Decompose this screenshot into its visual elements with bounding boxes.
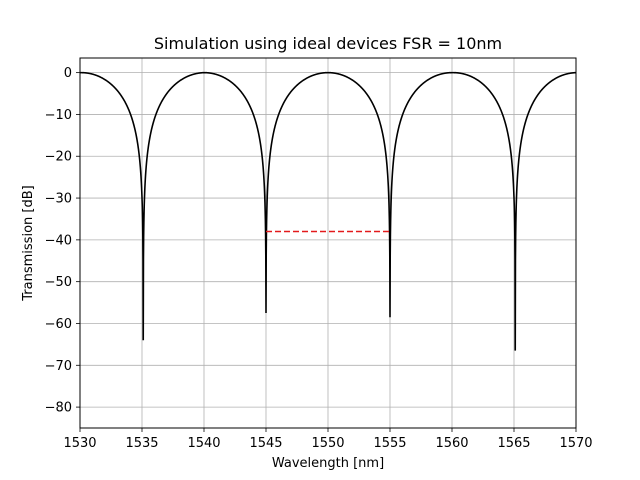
chart-title: Simulation using ideal devices FSR = 10n… [154,34,502,53]
y-tick-label: −50 [45,275,72,290]
grid [79,58,577,428]
x-axis: 1530 1535 1540 1545 1550 1555 1560 1565 1570 [63,428,593,451]
y-tick-label: 0 [64,66,72,81]
x-axis-label: Wavelength [nm] [272,456,384,471]
plot-area [80,71,577,351]
y-axis: 0 −10 −20 −30 −40 −50 −60 −70 −80 [45,66,80,416]
y-tick-label: −80 [45,401,72,416]
x-tick-label: 1540 [187,436,220,451]
transmission-line [80,71,577,351]
y-tick-label: −70 [45,359,72,374]
y-tick-label: −60 [45,317,72,332]
x-tick-label: 1530 [63,436,96,451]
x-tick-label: 1545 [249,436,282,451]
x-tick-label: 1565 [497,436,530,451]
x-tick-label: 1550 [311,436,344,451]
x-tick-label: 1555 [373,436,406,451]
y-tick-label: −10 [45,108,72,123]
y-tick-label: −20 [45,150,72,165]
y-tick-label: −40 [45,233,72,248]
x-tick-label: 1560 [435,436,468,451]
x-tick-label: 1570 [559,436,592,451]
y-tick-label: −30 [45,192,72,207]
y-axis-label: Transmission [dB] [21,185,36,301]
x-tick-label: 1535 [125,436,158,451]
